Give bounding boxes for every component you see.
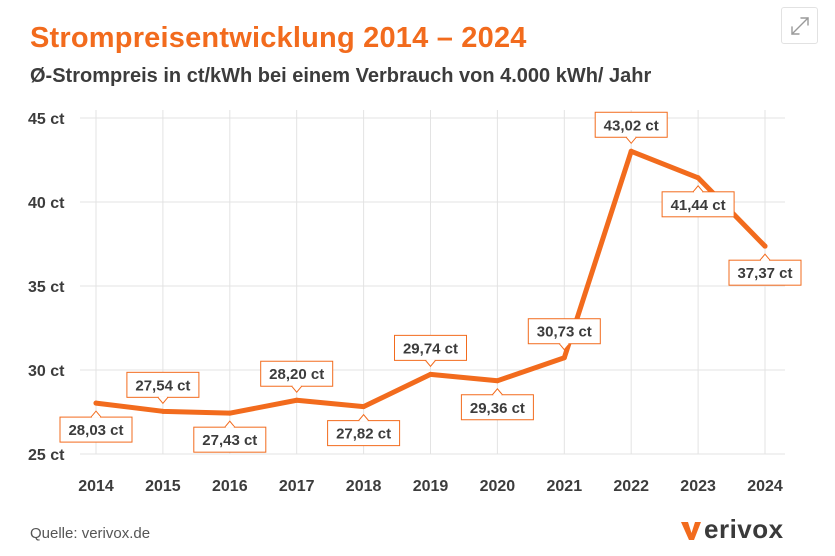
data-point bbox=[294, 397, 300, 403]
x-tick-label: 2017 bbox=[279, 478, 315, 495]
data-label: 43,02 ct bbox=[594, 111, 668, 145]
data-point bbox=[428, 371, 433, 377]
x-tick-label: 2021 bbox=[547, 478, 583, 495]
data-label-text: 28,20 ct bbox=[269, 366, 324, 383]
x-tick-label: 2024 bbox=[747, 478, 783, 495]
data-point bbox=[695, 175, 701, 181]
data-label: 41,44 ct bbox=[661, 185, 735, 218]
verivox-logo: erivox bbox=[679, 514, 784, 545]
x-tick-label: 2018 bbox=[346, 478, 382, 495]
data-label-text: 37,37 ct bbox=[737, 265, 792, 282]
data-label: 28,03 ct bbox=[59, 410, 133, 443]
x-tick-label: 2014 bbox=[78, 478, 114, 495]
data-label: 28,20 ct bbox=[260, 360, 334, 394]
data-label-text: 27,82 ct bbox=[336, 426, 391, 443]
x-tick-label: 2015 bbox=[145, 478, 181, 495]
verivox-v-icon bbox=[681, 521, 701, 540]
data-point bbox=[762, 243, 768, 249]
expand-button[interactable] bbox=[781, 7, 818, 44]
x-tick-label: 2023 bbox=[680, 478, 716, 495]
logo-text: erivox bbox=[704, 514, 784, 544]
data-point bbox=[561, 355, 567, 361]
data-label-text: 41,44 ct bbox=[671, 197, 726, 214]
chart-subtitle: Ø-Strompreis in ct/kWh bei einem Verbrau… bbox=[30, 65, 652, 87]
y-tick-label: 40 ct bbox=[28, 195, 65, 212]
data-label-text: 27,43 ct bbox=[202, 432, 257, 449]
y-tick-label: 30 ct bbox=[28, 363, 65, 380]
data-label: 27,43 ct bbox=[193, 420, 267, 453]
data-label: 29,36 ct bbox=[460, 387, 534, 421]
data-point bbox=[160, 408, 166, 414]
data-label-text: 30,73 ct bbox=[537, 324, 592, 341]
data-label: 29,74 ct bbox=[394, 334, 467, 368]
data-label-text: 29,74 ct bbox=[403, 340, 458, 357]
data-point bbox=[494, 378, 500, 384]
data-label-text: 27,54 ct bbox=[135, 377, 190, 394]
data-label: 30,73 ct bbox=[527, 318, 601, 351]
source-note: Quelle: verivox.de bbox=[30, 525, 151, 542]
expand-arrows-icon bbox=[791, 17, 809, 35]
data-label: 37,37 ct bbox=[728, 253, 802, 286]
x-tick-label: 2019 bbox=[413, 478, 449, 495]
x-tick-label: 2016 bbox=[212, 478, 248, 495]
y-tick-label: 35 ct bbox=[28, 279, 65, 296]
data-label-text: 43,02 ct bbox=[604, 117, 659, 134]
y-tick-label: 45 ct bbox=[28, 111, 65, 128]
data-point bbox=[227, 410, 233, 416]
data-label-text: 28,03 ct bbox=[68, 422, 123, 439]
data-point bbox=[628, 148, 634, 154]
data-label: 27,54 ct bbox=[126, 371, 200, 405]
y-tick-label: 25 ct bbox=[28, 447, 65, 464]
data-point bbox=[361, 404, 367, 410]
x-tick-label: 2020 bbox=[480, 478, 516, 495]
x-tick-label: 2022 bbox=[613, 478, 649, 495]
chart-title: Strompreisentwicklung 2014 – 2024 bbox=[30, 22, 527, 54]
data-label: 27,82 ct bbox=[327, 413, 401, 447]
data-label-text: 29,36 ct bbox=[470, 400, 525, 417]
data-point bbox=[93, 400, 99, 406]
